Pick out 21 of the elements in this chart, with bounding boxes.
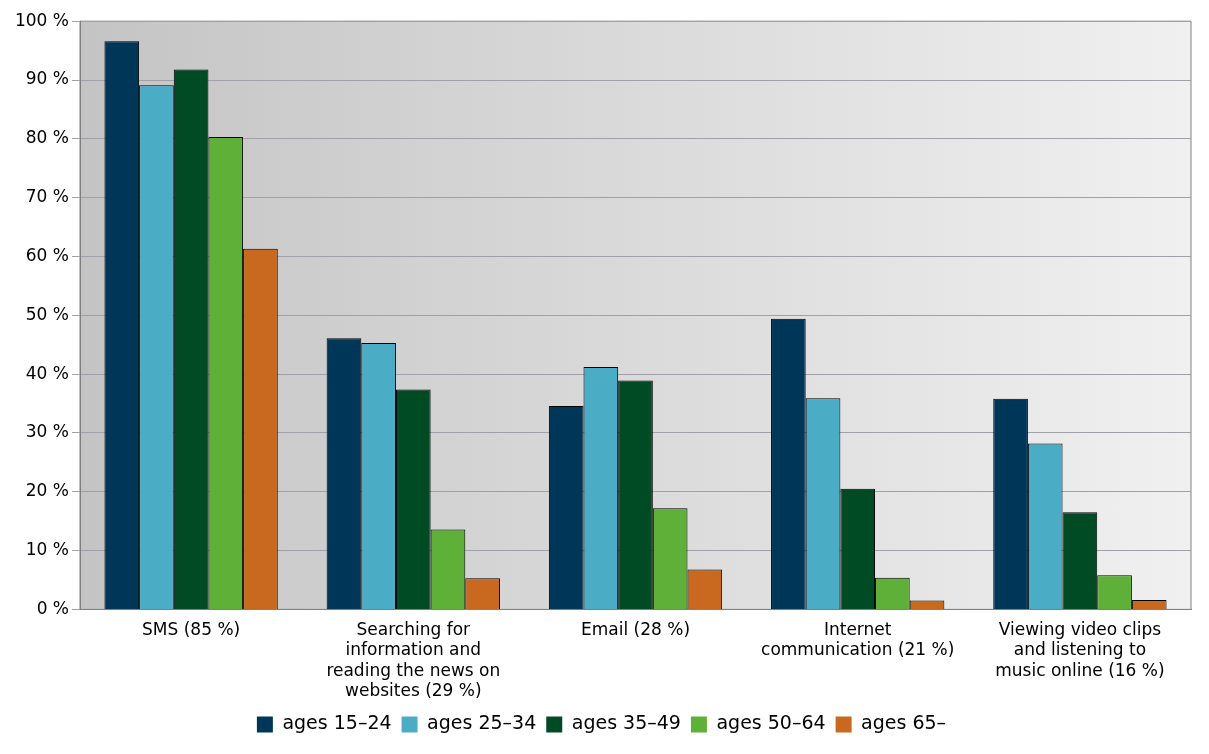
x-tick-label: Viewing video clips and listening to music online (16 %)	[995, 619, 1165, 680]
legend-label: ages 15–24	[282, 711, 392, 734]
y-tick-label: 40 %	[25, 362, 69, 383]
y-tick-label: 90 %	[25, 68, 69, 89]
y-tick-label: 60 %	[25, 244, 69, 265]
x-tick-label: SMS (85 %)	[142, 619, 241, 640]
y-tick-label: 100 %	[14, 9, 69, 30]
x-tick-label: Internet communication (21 %)	[761, 619, 955, 660]
legend-label: ages 65–	[861, 711, 947, 734]
x-tick-label: Email (28 %)	[580, 619, 691, 640]
y-tick-label: 0 %	[36, 597, 69, 618]
y-tick-label: 30 %	[25, 421, 69, 442]
legend-label: ages 35–49	[571, 711, 681, 734]
y-tick-label: 80 %	[25, 127, 69, 148]
legend-label: ages 25–34	[427, 711, 537, 734]
legend-label: ages 50–64	[716, 711, 826, 734]
x-tick-label: Searching for information and reading the news on websites (29 %)	[326, 619, 501, 701]
y-tick-label: 50 %	[25, 303, 69, 324]
y-tick-label: 10 %	[25, 539, 69, 559]
y-tick-label: 70 %	[25, 186, 69, 207]
y-tick-label: 20 %	[25, 480, 69, 501]
